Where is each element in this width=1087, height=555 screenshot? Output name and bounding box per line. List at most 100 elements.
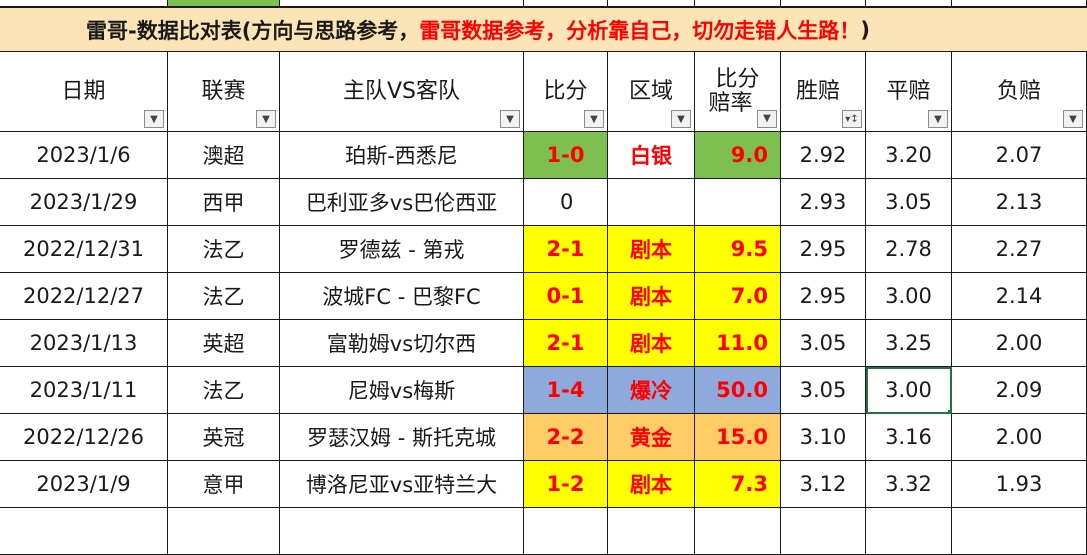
- cell-odds[interactable]: [695, 179, 781, 226]
- sort-filter-icon[interactable]: ▾↕: [842, 110, 862, 128]
- cell-league[interactable]: 法乙: [168, 273, 280, 320]
- header-score-odds[interactable]: 比分 赔率 ▼: [695, 52, 781, 132]
- cell-league[interactable]: 英超: [168, 320, 280, 367]
- header-match[interactable]: 主队VS客队 ▼: [280, 52, 524, 132]
- cell-zone[interactable]: 白银: [608, 132, 695, 179]
- cell-league[interactable]: [168, 508, 280, 555]
- cell-draw[interactable]: 3.20: [866, 132, 952, 179]
- cell-match[interactable]: 富勒姆vs切尔西: [280, 320, 524, 367]
- cell-date[interactable]: 2023/1/6: [0, 132, 168, 179]
- cell-score[interactable]: 2-1: [524, 226, 608, 273]
- cell-draw[interactable]: 3.05: [866, 179, 952, 226]
- cell[interactable]: [280, 0, 524, 8]
- filter-dropdown-icon[interactable]: ▼: [500, 110, 520, 128]
- cell-draw[interactable]: 3.00: [866, 367, 952, 414]
- filter-dropdown-icon[interactable]: ▼: [928, 110, 948, 128]
- filter-dropdown-icon[interactable]: ▼: [256, 110, 276, 128]
- header-score[interactable]: 比分 ▼: [524, 52, 608, 132]
- header-draw[interactable]: 平赔 ▼: [866, 52, 952, 132]
- filter-dropdown-icon[interactable]: ▼: [144, 110, 164, 128]
- cell-win[interactable]: 3.12: [781, 461, 866, 508]
- cell-league[interactable]: 澳超: [168, 132, 280, 179]
- cell[interactable]: [608, 0, 695, 8]
- cell-odds[interactable]: 9.5: [695, 226, 781, 273]
- cell-date[interactable]: 2022/12/26: [0, 414, 168, 461]
- cell-lose[interactable]: 2.27: [952, 226, 1087, 273]
- cell[interactable]: [781, 0, 866, 8]
- sheet-title[interactable]: 雷哥-数据比对表(方向与思路参考， 雷哥数据参考，分析靠自己，切勿走错人生路！ …: [0, 8, 1087, 52]
- header-win[interactable]: 胜赔 ▾↕: [781, 52, 866, 132]
- cell-draw[interactable]: [866, 508, 952, 555]
- cell-score[interactable]: 0: [524, 179, 608, 226]
- header-date[interactable]: 日期 ▼: [0, 52, 168, 132]
- cell-lose[interactable]: 1.93: [952, 461, 1087, 508]
- cell-match[interactable]: 罗瑟汉姆 - 斯托克城: [280, 414, 524, 461]
- cell-zone[interactable]: 黄金: [608, 414, 695, 461]
- cell-zone[interactable]: 剧本: [608, 273, 695, 320]
- cell-date[interactable]: 2023/1/11: [0, 367, 168, 414]
- header-lose[interactable]: 负赔 ▼: [952, 52, 1087, 132]
- cell-match[interactable]: 珀斯-西悉尼: [280, 132, 524, 179]
- filter-dropdown-icon[interactable]: ▼: [1063, 110, 1083, 128]
- cell-lose[interactable]: [952, 508, 1087, 555]
- cell-draw[interactable]: 2.78: [866, 226, 952, 273]
- cell-draw[interactable]: 3.25: [866, 320, 952, 367]
- cell[interactable]: [524, 0, 608, 8]
- cell-date[interactable]: 2022/12/31: [0, 226, 168, 273]
- cell-match[interactable]: 尼姆vs梅斯: [280, 367, 524, 414]
- cell[interactable]: [695, 0, 781, 8]
- cell-odds[interactable]: 15.0: [695, 414, 781, 461]
- cell-odds[interactable]: 7.0: [695, 273, 781, 320]
- cell-odds[interactable]: [695, 508, 781, 555]
- cell-score[interactable]: [524, 508, 608, 555]
- cell-league[interactable]: 法乙: [168, 226, 280, 273]
- cell-score[interactable]: 1-0: [524, 132, 608, 179]
- cell-odds[interactable]: 11.0: [695, 320, 781, 367]
- cell-win[interactable]: 3.10: [781, 414, 866, 461]
- cell-date[interactable]: 2023/1/29: [0, 179, 168, 226]
- cell-date[interactable]: [0, 508, 168, 555]
- cell-win[interactable]: 3.05: [781, 320, 866, 367]
- cell-league[interactable]: 西甲: [168, 179, 280, 226]
- cell-league[interactable]: 法乙: [168, 367, 280, 414]
- cell-win[interactable]: 2.95: [781, 226, 866, 273]
- cell-score[interactable]: 0-1: [524, 273, 608, 320]
- cell[interactable]: [952, 0, 1087, 8]
- cell-lose[interactable]: 2.09: [952, 367, 1087, 414]
- cell-draw[interactable]: 3.16: [866, 414, 952, 461]
- cell[interactable]: [0, 0, 168, 8]
- cell-score[interactable]: 1-2: [524, 461, 608, 508]
- cell-odds[interactable]: 7.3: [695, 461, 781, 508]
- cell-win[interactable]: 3.05: [781, 367, 866, 414]
- cell-win[interactable]: 2.92: [781, 132, 866, 179]
- cell-match[interactable]: 巴利亚多vs巴伦西亚: [280, 179, 524, 226]
- header-zone[interactable]: 区域 ▼: [608, 52, 695, 132]
- cell-match[interactable]: [280, 508, 524, 555]
- cell-lose[interactable]: 2.00: [952, 414, 1087, 461]
- cell-win[interactable]: 2.93: [781, 179, 866, 226]
- cell-zone[interactable]: 剧本: [608, 461, 695, 508]
- cell-draw[interactable]: 3.32: [866, 461, 952, 508]
- filter-dropdown-icon[interactable]: ▼: [757, 110, 777, 128]
- header-league[interactable]: 联赛 ▼: [168, 52, 280, 132]
- cell-zone[interactable]: 剧本: [608, 226, 695, 273]
- cell-lose[interactable]: 2.13: [952, 179, 1087, 226]
- cell-score[interactable]: 2-1: [524, 320, 608, 367]
- filter-dropdown-icon[interactable]: ▼: [671, 110, 691, 128]
- cell-score[interactable]: 1-4: [524, 367, 608, 414]
- cell[interactable]: [168, 0, 280, 8]
- cell-score[interactable]: 2-2: [524, 414, 608, 461]
- cell-league[interactable]: 意甲: [168, 461, 280, 508]
- cell-zone[interactable]: [608, 508, 695, 555]
- cell-win[interactable]: 2.95: [781, 273, 866, 320]
- cell-zone[interactable]: [608, 179, 695, 226]
- cell-lose[interactable]: 2.14: [952, 273, 1087, 320]
- cell-draw[interactable]: 3.00: [866, 273, 952, 320]
- cell-lose[interactable]: 2.07: [952, 132, 1087, 179]
- cell-win[interactable]: [781, 508, 866, 555]
- cell-zone[interactable]: 剧本: [608, 320, 695, 367]
- cell-odds[interactable]: 9.0: [695, 132, 781, 179]
- cell-match[interactable]: 博洛尼亚vs亚特兰大: [280, 461, 524, 508]
- cell-lose[interactable]: 2.00: [952, 320, 1087, 367]
- filter-dropdown-icon[interactable]: ▼: [584, 110, 604, 128]
